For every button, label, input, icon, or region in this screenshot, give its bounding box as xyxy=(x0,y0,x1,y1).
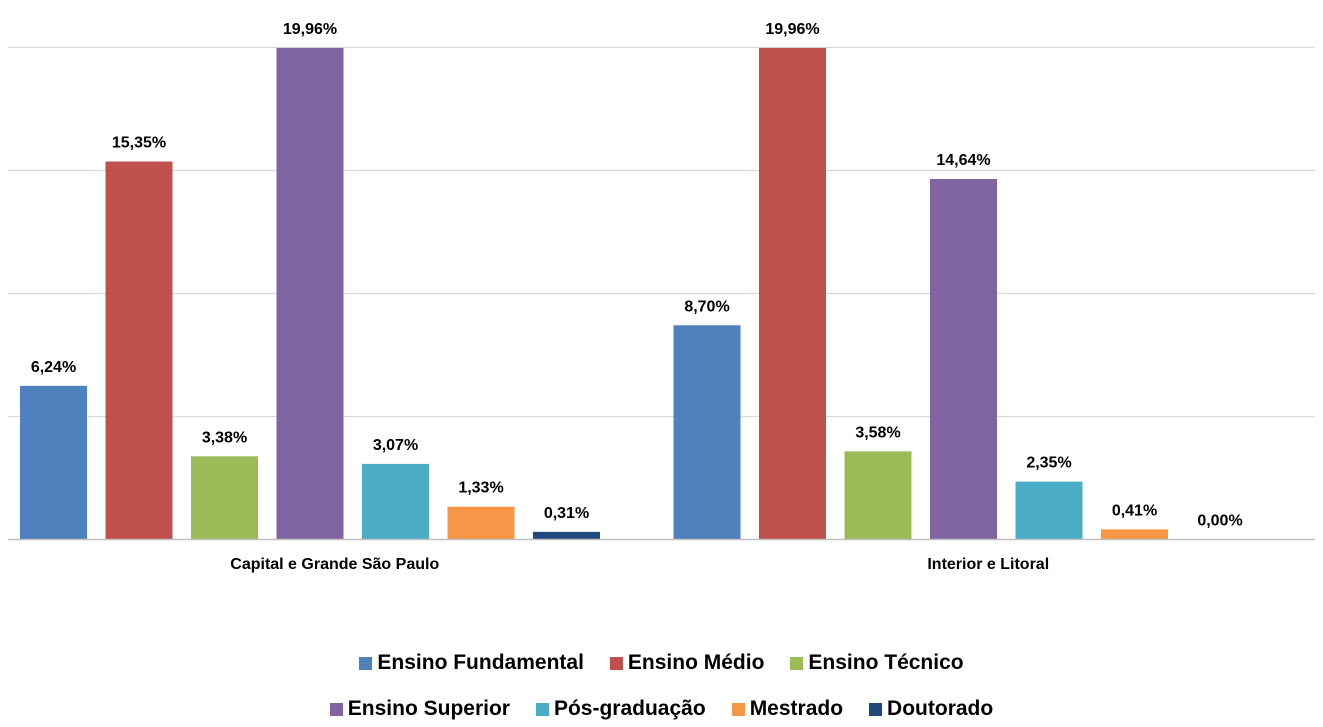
bar-ensino-fundamental-interior-e-litoral xyxy=(673,325,741,540)
data-label-ensino-superior-capital-e-grande-sao-paulo: 19,96% xyxy=(283,21,337,38)
data-label-mestrado-interior-e-litoral: 0,41% xyxy=(1112,502,1157,519)
legend-swatch-ensino-superior xyxy=(329,702,343,716)
legend-label-ensino-superior: Ensino Superior xyxy=(347,697,510,720)
bar-ensino-fundamental-capital-e-grande-sao-paulo xyxy=(20,385,87,540)
bar-mestrado-capital-e-grande-sao-paulo xyxy=(447,506,515,540)
legend-swatch-ensino-fundamental xyxy=(359,656,373,670)
data-label-pos-graduacao-capital-e-grande-sao-paulo: 3,07% xyxy=(373,437,418,454)
data-label-mestrado-capital-e-grande-sao-paulo: 1,33% xyxy=(458,480,503,497)
legend-swatch-mestrado xyxy=(731,702,745,716)
bar-ensino-superior-interior-e-litoral xyxy=(930,178,997,540)
legend-label-mestrado: Mestrado xyxy=(749,697,844,720)
legend-swatch-doutorado xyxy=(869,702,883,716)
legend-swatch-ensino-medio xyxy=(609,656,623,670)
data-label-ensino-medio-capital-e-grande-sao-paulo: 15,35% xyxy=(112,135,166,152)
legend-swatch-ensino-tecnico xyxy=(790,656,804,670)
x-tick-label-capital-e-grande-sao-paulo: Capital e Grande São Paulo xyxy=(230,556,439,573)
data-label-pos-graduacao-interior-e-litoral: 2,35% xyxy=(1026,455,1071,472)
legend-item-ensino-superior: Ensino Superior xyxy=(329,697,510,721)
data-label-doutorado-interior-e-litoral: 0,00% xyxy=(1197,513,1242,530)
legend-item-mestrado: Mestrado xyxy=(731,697,844,721)
data-label-ensino-fundamental-capital-e-grande-sao-paulo: 6,24% xyxy=(31,359,76,376)
bar-mestrado-interior-e-litoral xyxy=(1101,529,1168,540)
legend-label-ensino-medio: Ensino Médio xyxy=(627,651,765,674)
bar-ensino-superior-capital-e-grande-sao-paulo xyxy=(276,47,344,540)
bar-doutorado-capital-e-grande-sao-paulo xyxy=(533,531,600,540)
legend-item-ensino-medio: Ensino Médio xyxy=(609,651,765,675)
legend-label-ensino-tecnico: Ensino Técnico xyxy=(808,651,964,674)
data-label-ensino-tecnico-interior-e-litoral: 3,58% xyxy=(855,424,900,441)
legend-swatch-pos-graduacao xyxy=(535,702,549,716)
legend-row-2: Ensino Superior Pós-graduação Mestrado D… xyxy=(0,697,1323,721)
x-tick-label-interior-e-litoral: Interior e Litoral xyxy=(927,556,1049,573)
bar-ensino-medio-interior-e-litoral xyxy=(759,47,826,540)
bar-ensino-tecnico-interior-e-litoral xyxy=(844,451,912,540)
data-label-ensino-fundamental-interior-e-litoral: 8,70% xyxy=(684,298,729,315)
bar-ensino-tecnico-capital-e-grande-sao-paulo xyxy=(191,456,258,540)
bar-pos-graduacao-interior-e-litoral xyxy=(1015,481,1083,540)
legend-row-1: Ensino Fundamental Ensino Médio Ensino T… xyxy=(0,651,1323,675)
data-label-ensino-tecnico-capital-e-grande-sao-paulo: 3,38% xyxy=(202,429,247,446)
data-label-doutorado-capital-e-grande-sao-paulo: 0,31% xyxy=(544,505,589,522)
bar-ensino-medio-capital-e-grande-sao-paulo xyxy=(105,161,173,540)
legend-item-doutorado: Doutorado xyxy=(869,697,993,721)
legend-label-doutorado: Doutorado xyxy=(887,697,994,720)
legend-item-ensino-tecnico: Ensino Técnico xyxy=(790,651,964,675)
bar-pos-graduacao-capital-e-grande-sao-paulo xyxy=(362,463,429,540)
data-label-ensino-medio-interior-e-litoral: 19,96% xyxy=(765,21,819,38)
legend-item-pos-graduacao: Pós-graduação xyxy=(535,697,706,721)
legend-item-ensino-fundamental: Ensino Fundamental xyxy=(359,651,584,675)
data-label-ensino-superior-interior-e-litoral: 14,64% xyxy=(936,152,990,169)
legend-label-ensino-fundamental: Ensino Fundamental xyxy=(377,651,584,674)
legend-label-pos-graduacao: Pós-graduação xyxy=(553,697,706,720)
